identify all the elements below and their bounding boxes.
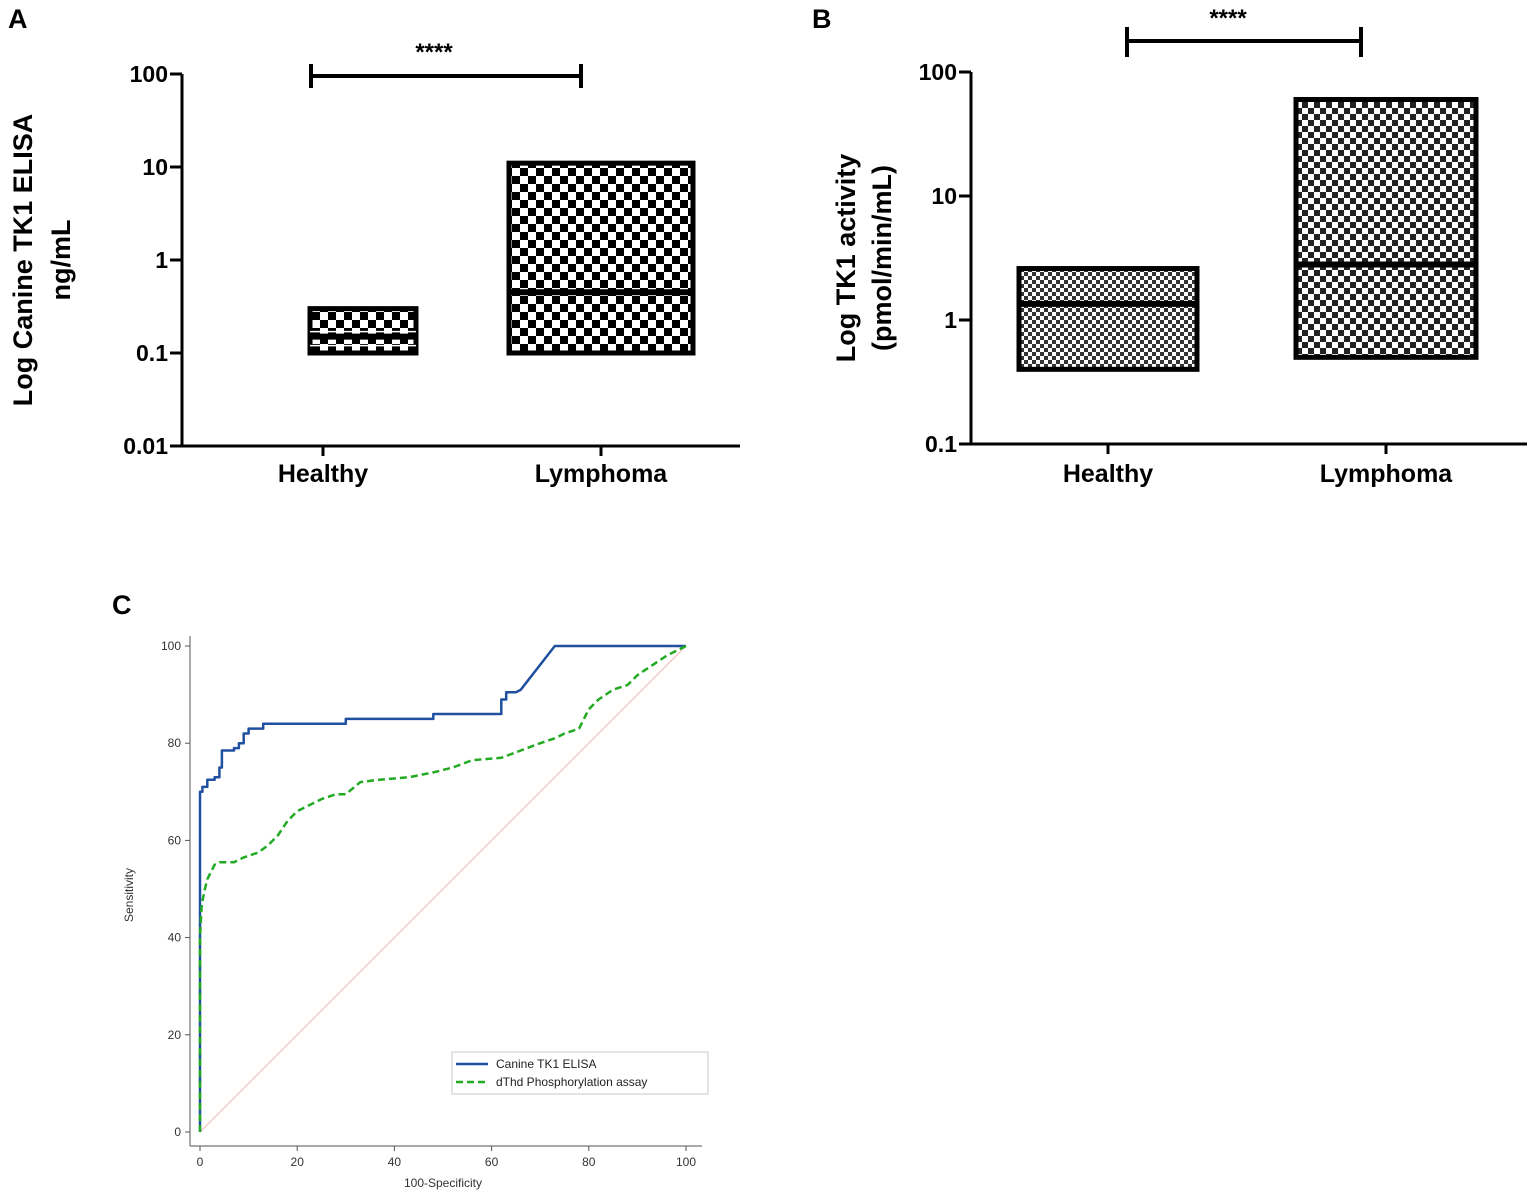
- panel-b-healthy-box: [1016, 266, 1200, 372]
- panel-b-y-ticks: 0.1 1 10 100: [919, 59, 971, 457]
- panel-c-ytick-label-5: 100: [161, 639, 181, 653]
- panel-c-series-elisa: [198, 644, 686, 1132]
- panel-b-ylabel-line1: Log TK1 activity: [831, 154, 861, 363]
- panel-c-ytick-label-3: 60: [168, 833, 182, 847]
- panel-b-category-lymphoma: Lymphoma: [1320, 460, 1454, 488]
- panel-c-ytick-label-0: 0: [174, 1125, 181, 1139]
- panel-a-ytick-label-4: 100: [130, 61, 168, 87]
- panel-b-ytick-label-1: 1: [944, 307, 957, 333]
- panel-a-ytick-label-2: 1: [155, 247, 168, 273]
- legend-label-dthd: dThd Phosphorylation assay: [496, 1075, 647, 1089]
- panel-b-significance: ****: [1209, 5, 1247, 32]
- panel-a-ytick-label-3: 10: [142, 154, 168, 180]
- panel-c-xlabel: 100-Specificity: [404, 1176, 482, 1190]
- panel-a-significance-bracket: [309, 64, 583, 88]
- panel-c-xtick-label-2: 40: [388, 1155, 402, 1169]
- panel-a: A Log Canine TK1 ELISA ng/mL 0.01 0.1 1 10 1…: [8, 4, 740, 488]
- panel-a-significance: ****: [415, 39, 453, 66]
- panel-a-ytick-label-1: 0.1: [136, 340, 168, 366]
- panel-c-xtick-label-0: 0: [197, 1155, 204, 1169]
- panel-c-ytick-label-4: 80: [168, 736, 182, 750]
- panel-c-series-dthd: [198, 644, 687, 1132]
- panel-c-legend-box: [451, 1051, 709, 1095]
- panel-a-ylabel-line1: Log Canine TK1 ELISA: [8, 114, 38, 407]
- panel-c-xtick-label-3: 60: [485, 1155, 499, 1169]
- panel-b-letter: B: [812, 4, 832, 34]
- panel-c-reference-diagonal: [199, 645, 687, 1133]
- panel-c-xtick-label-1: 20: [291, 1155, 305, 1169]
- panel-b-boxes: [1016, 97, 1479, 372]
- panel-b-ytick-label-0: 0.1: [925, 431, 957, 457]
- panel-b: B Log TK1 activity (pmol/min/mL) 0.1 1 10 1…: [812, 4, 1527, 488]
- panel-a-category-healthy: Healthy: [278, 460, 368, 488]
- panel-c-ticks: 0 20 40 60 80 100 0 20 40 60 80 100: [161, 639, 696, 1169]
- panel-c-xtick-label-5: 100: [676, 1155, 696, 1169]
- panel-c-ylabel: Sensitivity: [122, 868, 136, 922]
- panel-c-series: [198, 644, 687, 1132]
- panel-c: C Sensitivity 100-Specificity 0 20 40 60 80 1…: [112, 590, 709, 1190]
- panel-b-category-healthy: Healthy: [1063, 460, 1153, 488]
- panel-c-ytick-label-1: 20: [168, 1028, 182, 1042]
- panel-a-boxes: [307, 160, 696, 356]
- panel-b-ytick-label-2: 10: [931, 183, 957, 209]
- panel-a-y-ticks: 0.01 0.1 1 10 100: [123, 61, 182, 459]
- panel-a-ylabel-line2: ng/mL: [46, 220, 76, 301]
- panel-b-lymphoma-box: [1293, 97, 1479, 360]
- panel-b-ylabel-line2: (pmol/min/mL): [867, 165, 897, 351]
- panel-a-letter: A: [8, 4, 28, 34]
- panel-a-lymphoma-box: [506, 160, 696, 356]
- panel-b-ytick-label-3: 100: [919, 59, 957, 85]
- panel-b-significance-bracket: [1125, 27, 1363, 57]
- panel-c-ytick-label-2: 40: [168, 931, 182, 945]
- legend-label-elisa: Canine TK1 ELISA: [496, 1057, 597, 1071]
- panel-a-ytick-label-0: 0.01: [123, 433, 168, 459]
- panel-c-xtick-label-4: 80: [582, 1155, 596, 1169]
- panel-a-category-lymphoma: Lymphoma: [535, 460, 669, 488]
- panel-c-legend: Canine TK1 ELISA dThd Phosphorylation as…: [451, 1051, 709, 1095]
- panel-c-letter: C: [112, 590, 132, 620]
